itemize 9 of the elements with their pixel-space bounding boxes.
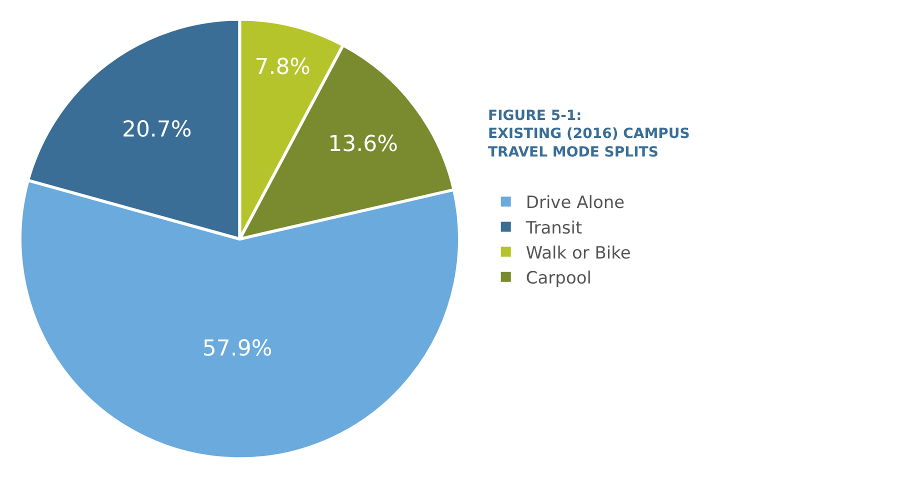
text: FIGURE 5-1: EXISTING (2016) CAMPUS TRAVEL MODE SPLITS [488,108,690,160]
legend-label: Transit [524,218,583,238]
legend-label: Walk or Bike [526,243,631,264]
data-label: 13.6% [328,132,398,158]
legend-label: Carpool [526,268,592,289]
data-label: 20.7% [122,118,192,143]
data-label: 57.9% [202,336,272,362]
data-label: 7.8% [254,54,311,80]
legend-label: Drive Alone [526,193,625,214]
